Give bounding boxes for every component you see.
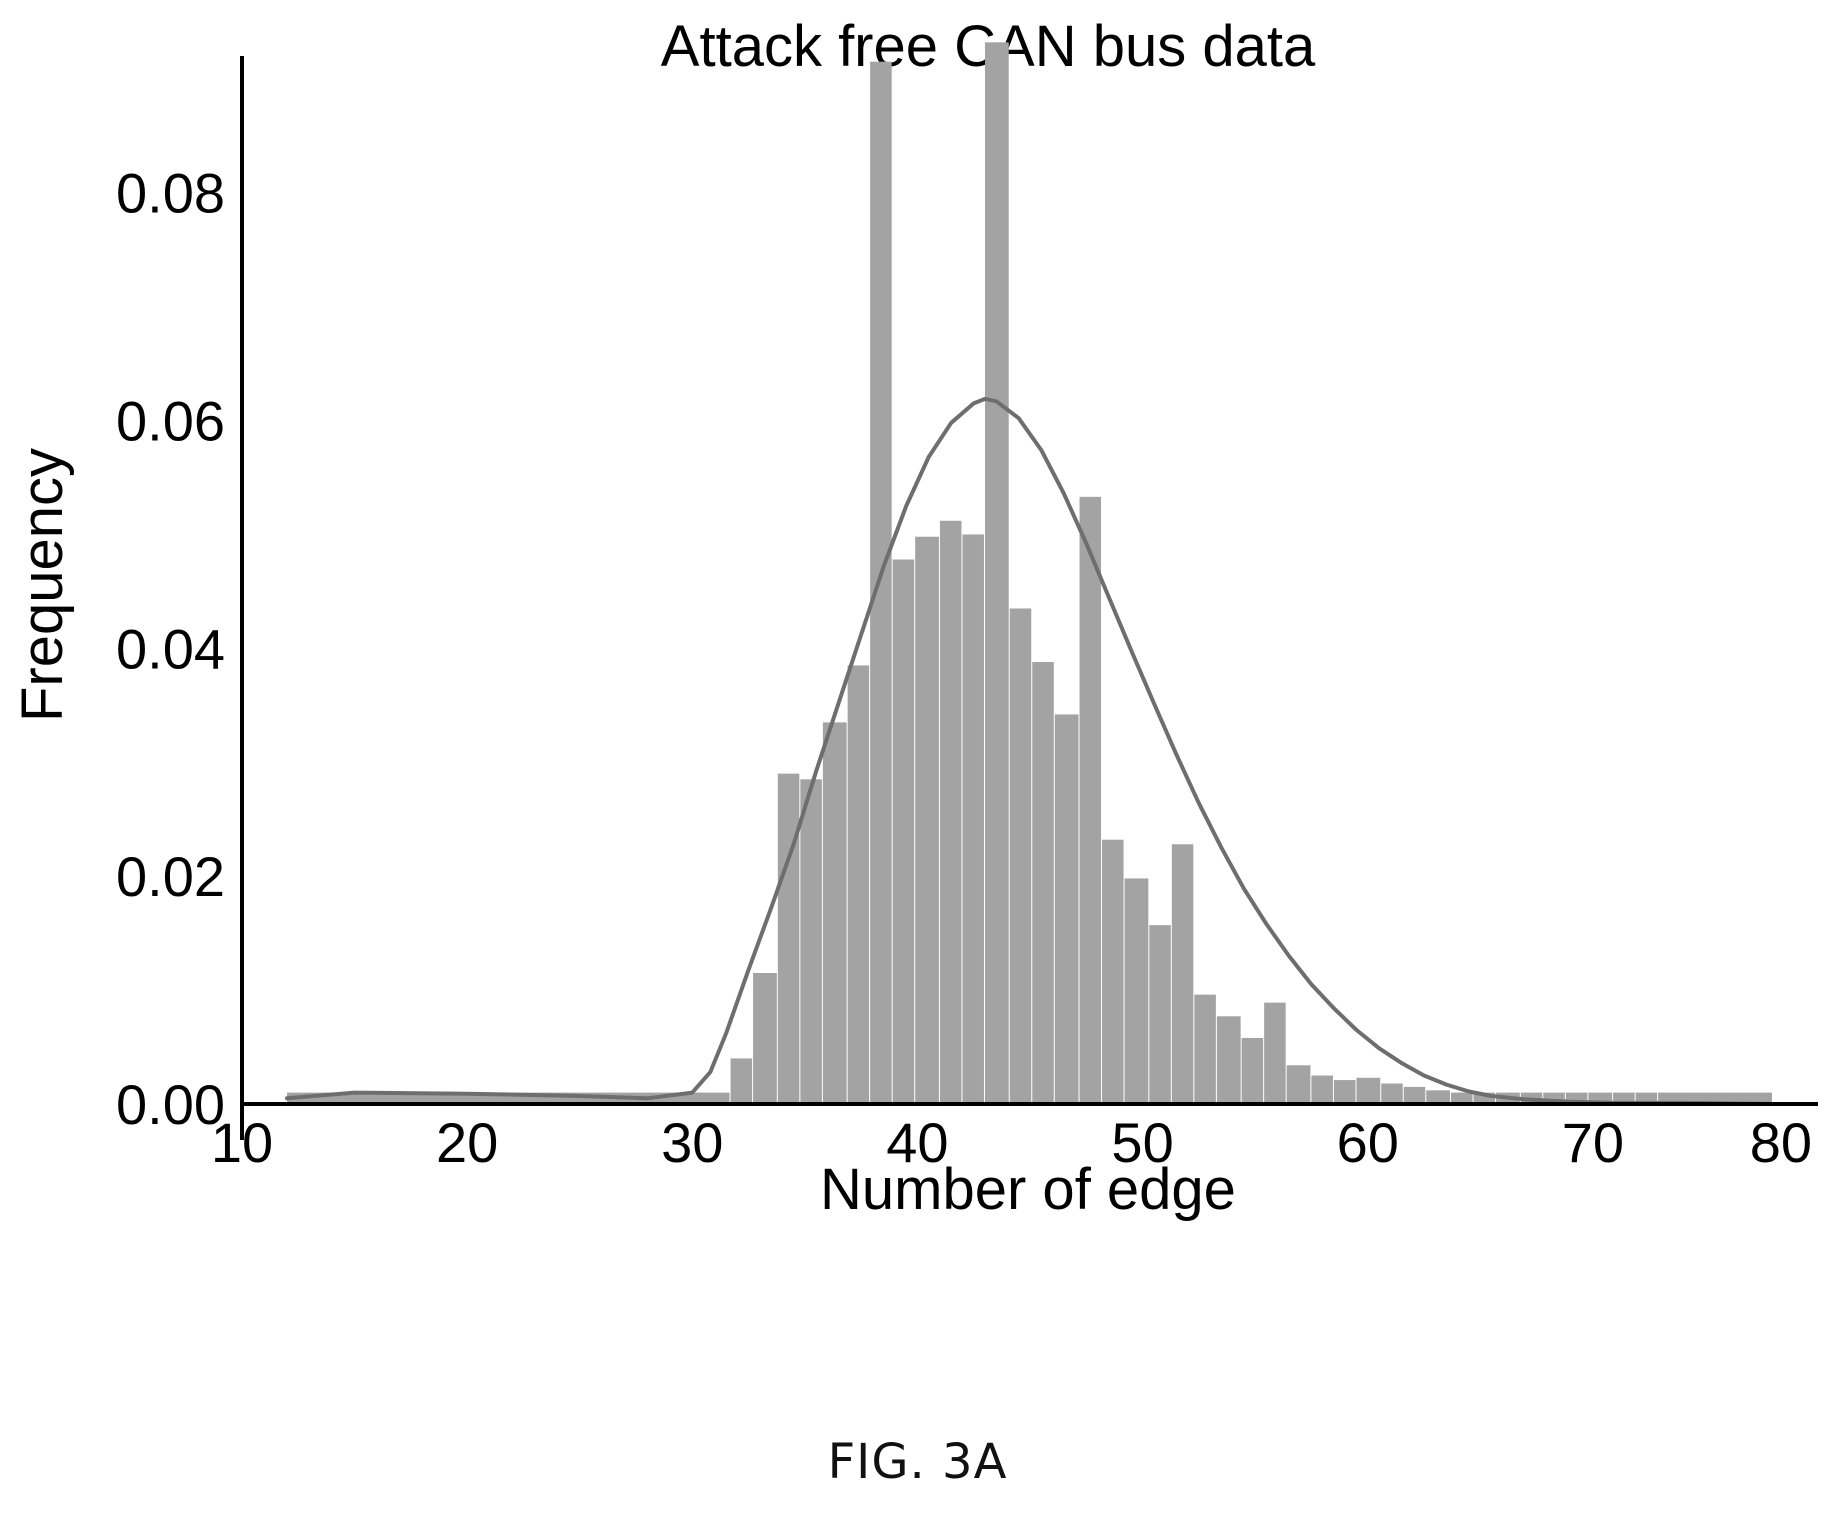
histogram-bar	[1009, 608, 1032, 1104]
density-curve	[285, 396, 1775, 1106]
y-axis-ticks: 0.00 0.02 0.04 0.06 0.08	[116, 162, 225, 1136]
histogram-bar	[1124, 878, 1149, 1104]
y-tick-label: 0.06	[116, 390, 225, 453]
histogram-bar	[1241, 1037, 1264, 1104]
histogram-bar	[822, 722, 847, 1104]
x-axis-label: Number of edge	[820, 1157, 1236, 1222]
y-tick-label: 0.04	[116, 617, 225, 680]
histogram-bar	[939, 520, 962, 1104]
x-tick-label: 10	[211, 1111, 273, 1174]
y-tick-label: 0.00	[116, 1073, 225, 1136]
histogram-bar	[1356, 1077, 1381, 1104]
histogram-bar	[1149, 925, 1171, 1104]
histogram-bar	[892, 559, 915, 1104]
histogram-bar	[1426, 1090, 1451, 1104]
histogram-bar	[1381, 1083, 1403, 1104]
histogram-bar	[1613, 1092, 1635, 1104]
histogram-bar	[800, 779, 822, 1104]
y-tick-label: 0.02	[116, 845, 225, 908]
x-tick-label: 50	[1111, 1111, 1173, 1174]
histogram-bar	[1403, 1086, 1426, 1104]
histogram-bar	[1054, 714, 1079, 1104]
histogram-bar	[1032, 662, 1054, 1104]
histogram-bar	[1543, 1092, 1565, 1104]
x-tick-label: 60	[1337, 1111, 1399, 1174]
x-axis-ticks: 10 20 30 40 50 60 70 80	[211, 1111, 1812, 1174]
x-tick-label: 70	[1562, 1111, 1624, 1174]
histogram-bar	[1451, 1092, 1473, 1104]
histogram-bar	[1171, 844, 1194, 1104]
x-tick-label: 80	[1750, 1111, 1812, 1174]
histogram-bar	[730, 1058, 753, 1104]
histogram-bar	[1635, 1092, 1658, 1104]
x-tick-label: 20	[436, 1111, 498, 1174]
histogram-bar	[1286, 1065, 1311, 1104]
histogram-bar	[962, 534, 984, 1104]
histogram-bar	[1311, 1075, 1333, 1104]
histogram-bar	[915, 536, 939, 1104]
histogram-bar	[1565, 1092, 1588, 1104]
histogram-bar	[1102, 839, 1124, 1104]
histogram-bar	[1658, 1092, 1772, 1104]
histogram-bar	[870, 61, 892, 1104]
x-tick-label: 40	[886, 1111, 948, 1174]
histogram-bar	[777, 773, 800, 1104]
histogram-bar	[1194, 994, 1216, 1104]
y-tick-label: 0.08	[116, 162, 225, 225]
histogram-bar	[287, 1092, 730, 1104]
histogram-bar	[1264, 1002, 1286, 1104]
histogram-bar	[984, 42, 1009, 1104]
histogram-bar	[847, 665, 870, 1104]
histogram-bar	[1079, 496, 1102, 1104]
histogram-bar	[1588, 1092, 1613, 1104]
histogram-bar	[753, 973, 777, 1104]
x-tick-label: 30	[661, 1111, 723, 1174]
figure-caption: FIG. 3A	[827, 1434, 1008, 1490]
histogram-bar	[1473, 1092, 1496, 1104]
histogram-bars	[287, 42, 1772, 1104]
y-axis-label: Frequency	[10, 448, 75, 722]
histogram-bar	[1333, 1080, 1356, 1104]
histogram-bar	[1216, 1016, 1241, 1104]
